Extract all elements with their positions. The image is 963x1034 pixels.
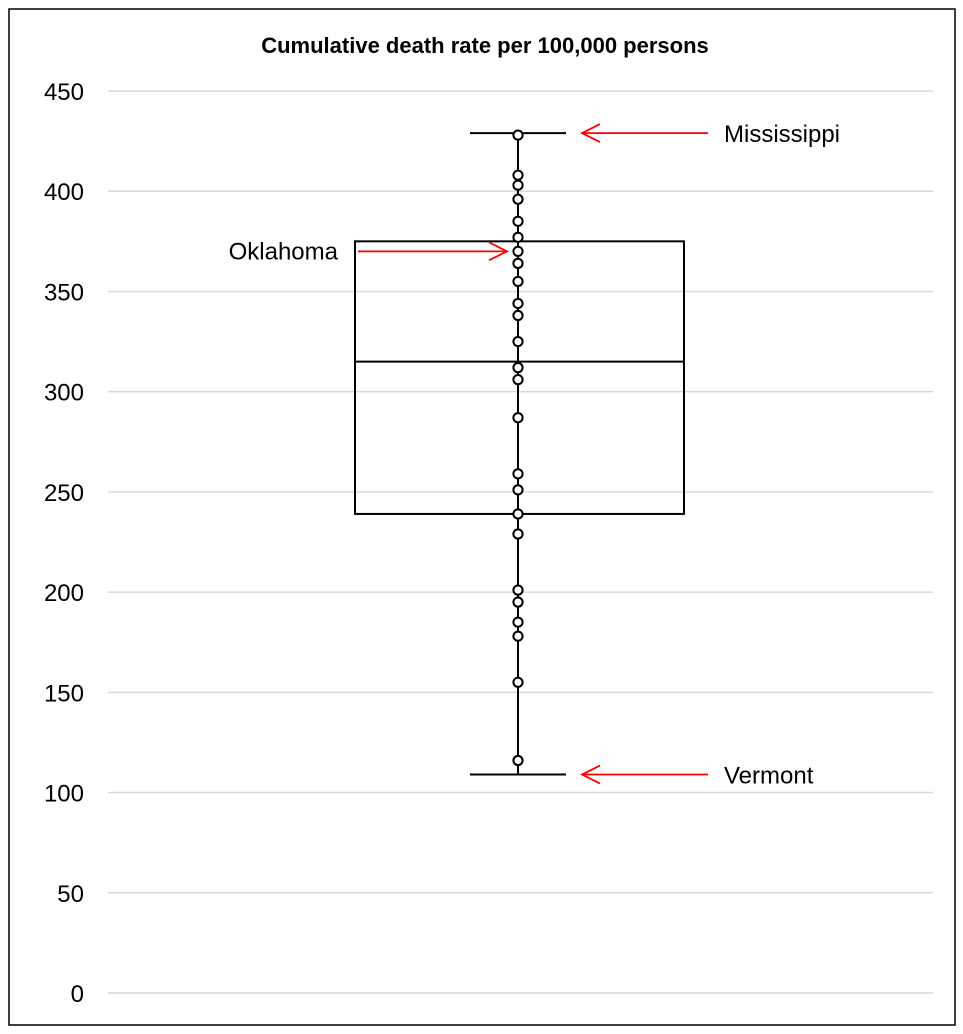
y-tick-label: 250 [44, 480, 84, 507]
data-point [512, 484, 524, 496]
data-point [512, 129, 524, 141]
data-point [512, 412, 524, 424]
data-point [512, 528, 524, 540]
data-point [512, 179, 524, 191]
data-point [512, 676, 524, 688]
y-tick-label: 0 [71, 981, 84, 1008]
data-point [512, 362, 524, 374]
annotation-label: Vermont [724, 763, 814, 790]
chart-border [8, 8, 956, 1026]
data-point [512, 374, 524, 386]
chart-title: Cumulative death rate per 100,000 person… [261, 33, 709, 58]
data-point [512, 193, 524, 205]
data-point [512, 297, 524, 310]
data-point [512, 584, 524, 596]
data-point [512, 169, 524, 181]
data-point [512, 215, 524, 227]
y-tick-label: 400 [44, 179, 84, 206]
data-point [512, 245, 524, 257]
annotation-arrowhead [579, 123, 601, 143]
y-tick-label: 350 [44, 279, 84, 306]
annotation-layer: Mississippi Oklahoma Vermont [229, 121, 840, 789]
data-point [512, 275, 524, 288]
annotation-label: Oklahoma [229, 238, 339, 265]
y-tick-label: 200 [44, 580, 84, 607]
point-layer [512, 129, 524, 767]
data-point [512, 508, 524, 520]
y-tick-label: 450 [44, 79, 84, 106]
data-point [512, 468, 524, 480]
data-point [512, 231, 524, 243]
annotation-arrowhead [579, 764, 601, 785]
data-point [512, 257, 524, 269]
y-tick-label: 300 [44, 380, 84, 407]
annotation-arrowhead [488, 241, 510, 262]
y-tick-label: 150 [44, 680, 84, 707]
y-axis: 0 50 100 150 200 250 300 350 400 450 [44, 79, 84, 1008]
data-point [512, 754, 524, 767]
y-tick-label: 100 [44, 781, 84, 808]
data-point [512, 596, 524, 608]
annotation-label: Mississippi [724, 121, 840, 148]
data-point [512, 335, 524, 348]
data-point [512, 630, 524, 642]
data-point [512, 309, 524, 322]
y-tick-label: 50 [57, 881, 84, 908]
data-point [512, 616, 524, 628]
